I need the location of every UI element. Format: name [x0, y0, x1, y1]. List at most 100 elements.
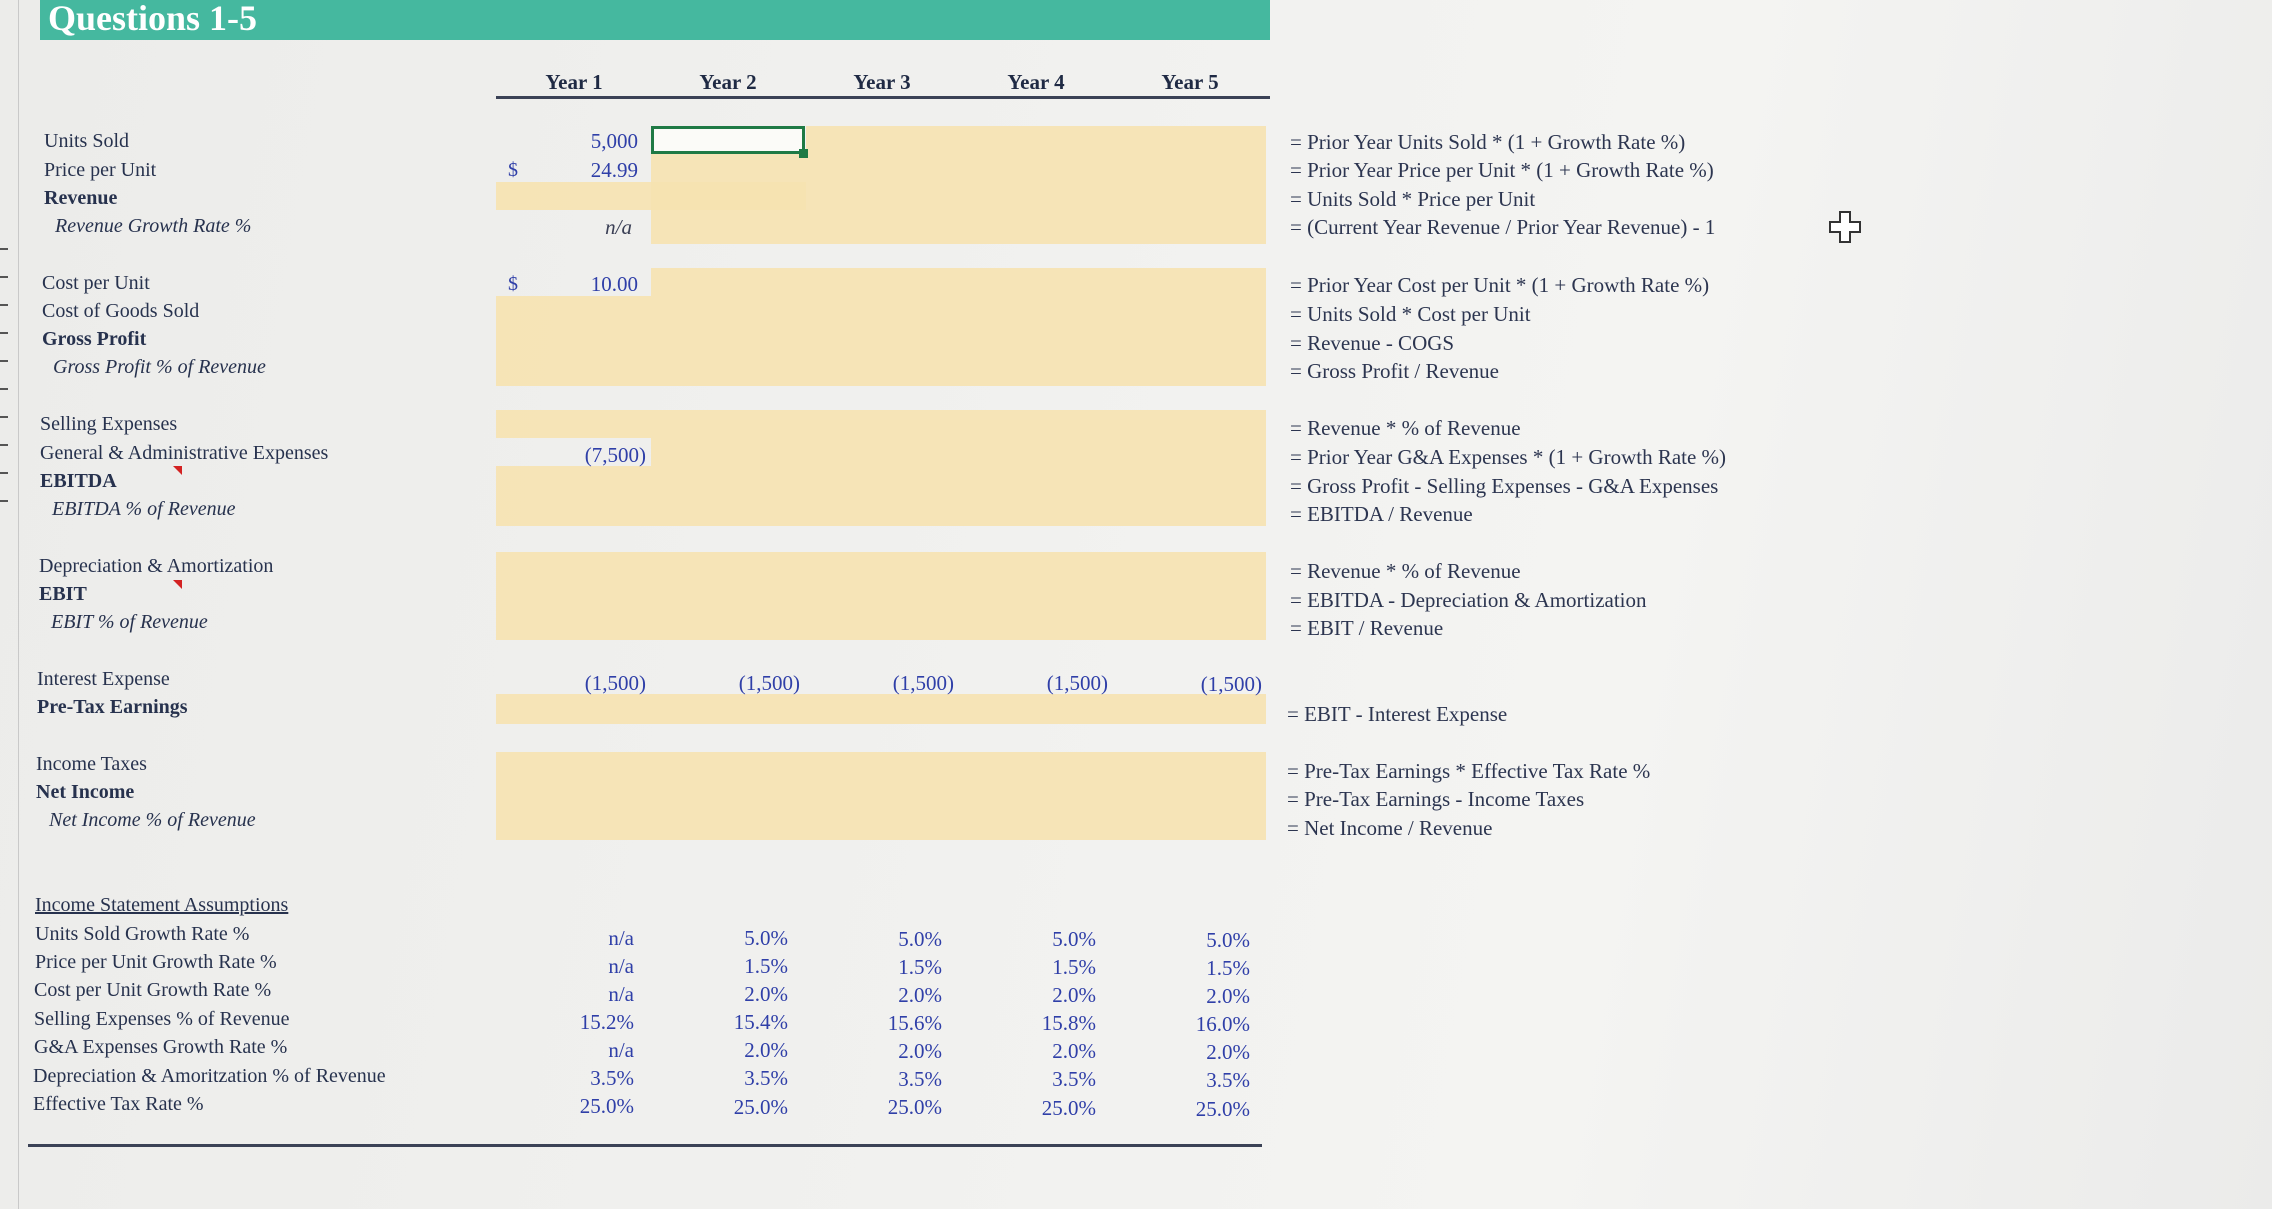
selected-cell-year2-units[interactable] — [651, 126, 805, 154]
formula-ebitda-pct: = EBITDA / Revenue — [1290, 502, 1473, 526]
interest-y2[interactable]: (1,500) — [738, 671, 800, 695]
net-income-input-area[interactable] — [496, 752, 1266, 840]
cogs-input-area[interactable] — [651, 268, 1266, 386]
price-currency-symbol: $ — [508, 159, 518, 181]
year-5-header[interactable]: Year 5 — [1161, 70, 1219, 94]
assumption-value[interactable]: 15.8% — [1041, 1011, 1096, 1035]
gross-profit-label: Gross Profit — [42, 328, 147, 350]
formula-gross-profit-pct: = Gross Profit / Revenue — [1290, 359, 1499, 383]
year-2-header[interactable]: Year 2 — [699, 70, 757, 94]
assumption-value[interactable]: 2.0% — [898, 983, 942, 1007]
row-header-tick[interactable] — [0, 248, 8, 250]
cogs-label: Cost of Goods Sold — [42, 300, 200, 322]
comment-indicator-icon[interactable] — [173, 580, 182, 589]
row-header-tick[interactable] — [0, 360, 8, 362]
row-header-tick[interactable] — [0, 444, 8, 446]
section-banner — [40, 0, 1270, 40]
assumption-value[interactable]: 5.0% — [1052, 927, 1096, 951]
interest-y3[interactable]: (1,500) — [892, 671, 954, 695]
assumption-value[interactable]: 1.5% — [1052, 955, 1096, 979]
ga-input-row[interactable] — [651, 438, 1266, 466]
revenue-y2-cells[interactable] — [651, 154, 806, 244]
price-per-unit-label: Price per Unit — [44, 159, 157, 181]
revenue-label: Revenue — [44, 187, 118, 209]
assumption-value[interactable]: n/a — [608, 1038, 634, 1062]
assumption-value[interactable]: 5.0% — [898, 927, 942, 951]
row-header-tick[interactable] — [0, 332, 8, 334]
row-header-tick[interactable] — [0, 472, 8, 474]
formula-revenue-growth: = (Current Year Revenue / Prior Year Rev… — [1290, 215, 1716, 239]
comment-indicator-icon[interactable] — [173, 466, 182, 475]
assumption-value[interactable]: 2.0% — [1206, 1040, 1250, 1064]
row-header-tick[interactable] — [0, 388, 8, 390]
row-header-tick[interactable] — [0, 500, 8, 502]
formula-net-income-pct: = Net Income / Revenue — [1287, 816, 1493, 840]
assumption-value[interactable]: 1.5% — [1206, 956, 1250, 980]
assumption-value[interactable]: 2.0% — [1206, 984, 1250, 1008]
assumption-value[interactable]: 1.5% — [744, 954, 788, 978]
assumption-value[interactable]: 5.0% — [744, 926, 788, 950]
assumption-label: G&A Expenses Growth Rate % — [34, 1036, 288, 1058]
interest-y5[interactable]: (1,500) — [1200, 672, 1262, 696]
assumption-value[interactable]: 2.0% — [744, 1038, 788, 1062]
formula-income-taxes: = Pre-Tax Earnings * Effective Tax Rate … — [1287, 759, 1651, 783]
assumption-value[interactable]: 25.0% — [887, 1095, 942, 1119]
assumption-value[interactable]: n/a — [608, 954, 634, 978]
year-4-header[interactable]: Year 4 — [1007, 70, 1065, 94]
assumption-value[interactable]: 25.0% — [1041, 1096, 1096, 1120]
price-per-unit-y1[interactable]: 24.99 — [590, 158, 638, 182]
formula-pretax-earnings: = EBIT - Interest Expense — [1287, 702, 1508, 726]
assumption-value[interactable]: 2.0% — [898, 1039, 942, 1063]
row-header-tick[interactable] — [0, 416, 8, 418]
ebitda-input-area[interactable] — [496, 466, 1266, 526]
formula-cogs: = Units Sold * Cost per Unit — [1290, 302, 1531, 326]
assumption-value[interactable]: 15.4% — [733, 1010, 788, 1034]
assumption-value[interactable]: 2.0% — [1052, 983, 1096, 1007]
assumption-label: Price per Unit Growth Rate % — [35, 951, 277, 973]
assumption-label: Effective Tax Rate % — [33, 1093, 204, 1115]
assumption-value[interactable]: 5.0% — [1206, 928, 1250, 952]
formula-ebitda: = Gross Profit - Selling Expenses - G&A … — [1290, 474, 1719, 498]
assumption-value[interactable]: 16.0% — [1195, 1012, 1250, 1036]
cost-per-unit-label: Cost per Unit — [42, 272, 150, 294]
units-sold-y1[interactable]: 5,000 — [590, 129, 638, 153]
assumption-value[interactable]: n/a — [608, 982, 634, 1006]
interest-y4[interactable]: (1,500) — [1046, 671, 1108, 695]
assumption-value[interactable]: 25.0% — [1195, 1097, 1250, 1121]
assumption-value[interactable]: 3.5% — [744, 1066, 788, 1090]
year-1-header[interactable]: Year 1 — [545, 70, 603, 94]
fill-handle[interactable] — [799, 149, 808, 158]
assumption-value[interactable]: 25.0% — [733, 1095, 788, 1119]
assumption-value[interactable]: 3.5% — [1206, 1068, 1250, 1092]
pretax-input-row[interactable] — [496, 694, 1266, 724]
selling-input-row[interactable] — [496, 410, 1266, 438]
assumption-value[interactable]: 3.5% — [1052, 1067, 1096, 1091]
row-header-tick[interactable] — [0, 276, 8, 278]
income-taxes-label: Income Taxes — [36, 753, 147, 775]
ga-expenses-label: General & Administrative Expenses — [40, 442, 329, 464]
assumption-value[interactable]: 15.6% — [887, 1011, 942, 1035]
ebit-pct-label: EBIT % of Revenue — [51, 611, 208, 633]
units-sold-label: Units Sold — [44, 130, 130, 152]
assumption-value[interactable]: 3.5% — [898, 1067, 942, 1091]
assumption-value[interactable]: 2.0% — [744, 982, 788, 1006]
assumption-value[interactable]: 15.2% — [579, 1010, 634, 1034]
assumption-value[interactable]: n/a — [608, 926, 634, 950]
revenue-input-area[interactable] — [806, 126, 1266, 244]
assumption-value[interactable]: 25.0% — [579, 1094, 634, 1118]
row-header-tick[interactable] — [0, 304, 8, 306]
revenue-growth-y1[interactable]: n/a — [605, 215, 632, 239]
ebit-input-area[interactable] — [496, 552, 1266, 640]
section-title: Questions 1-5 — [48, 0, 258, 38]
year-3-header[interactable]: Year 3 — [853, 70, 911, 94]
assumption-value[interactable]: 3.5% — [590, 1066, 634, 1090]
selling-expenses-label: Selling Expenses — [40, 413, 178, 435]
assumption-value[interactable]: 1.5% — [898, 955, 942, 979]
plus-cross-cursor-icon — [1829, 211, 1861, 243]
ga-expenses-y1[interactable]: (7,500) — [584, 443, 646, 467]
assumption-value[interactable]: 2.0% — [1052, 1039, 1096, 1063]
cost-per-unit-y1[interactable]: 10.00 — [590, 272, 638, 296]
interest-y1[interactable]: (1,500) — [584, 671, 646, 695]
cogs-y1-cells[interactable] — [496, 296, 651, 386]
ebitda-pct-label: EBITDA % of Revenue — [52, 498, 236, 520]
